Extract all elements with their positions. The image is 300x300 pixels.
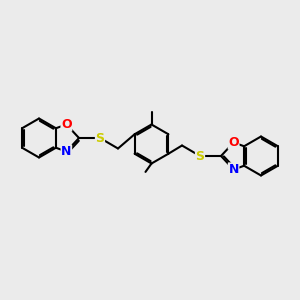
Text: S: S — [196, 149, 205, 163]
Text: N: N — [228, 163, 239, 176]
Text: O: O — [228, 136, 239, 149]
Text: S: S — [95, 131, 104, 145]
Text: N: N — [61, 145, 72, 158]
Text: O: O — [61, 118, 72, 131]
